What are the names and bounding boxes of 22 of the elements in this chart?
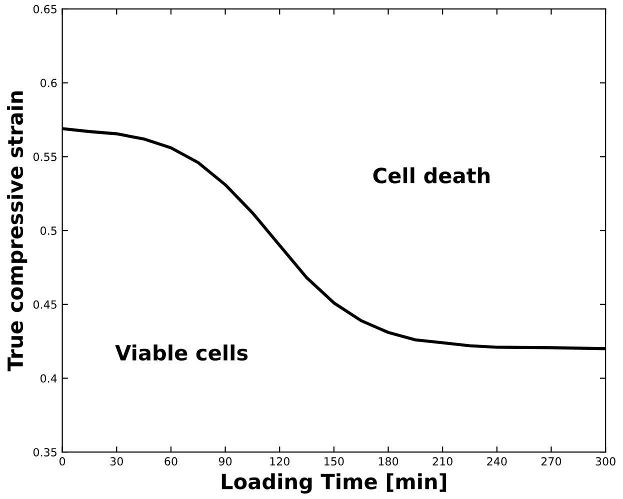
y-tick-label: 0.45 (33, 300, 56, 309)
y-tick-label: 0.5 (40, 226, 56, 235)
x-tick-label: 150 (324, 457, 344, 466)
annotation: Viable cells (115, 344, 248, 361)
y-axis-title: True compressive strain (6, 91, 28, 372)
x-tick-label: 270 (541, 457, 562, 466)
x-tick-label: 180 (378, 457, 398, 466)
x-tick-label: 210 (432, 457, 452, 466)
x-tick-label: 120 (270, 457, 290, 466)
x-tick-label: 90 (218, 457, 232, 466)
y-tick-label: 0.65 (33, 4, 56, 14)
y-tick-label: 0.4 (40, 374, 57, 383)
annotation: Cell death (373, 167, 490, 184)
y-tick-label: 0.35 (33, 448, 56, 456)
x-tick-label: 30 (110, 457, 123, 466)
x-tick-label: 300 (596, 457, 616, 466)
x-axis-title: Loading Time [min] (222, 473, 446, 494)
x-tick-label: 0 (60, 457, 66, 466)
y-tick-label: 0.55 (33, 152, 56, 162)
x-tick-label: 60 (164, 457, 178, 466)
x-tick-label: 240 (487, 457, 507, 466)
y-tick-label: 0.6 (40, 78, 57, 88)
